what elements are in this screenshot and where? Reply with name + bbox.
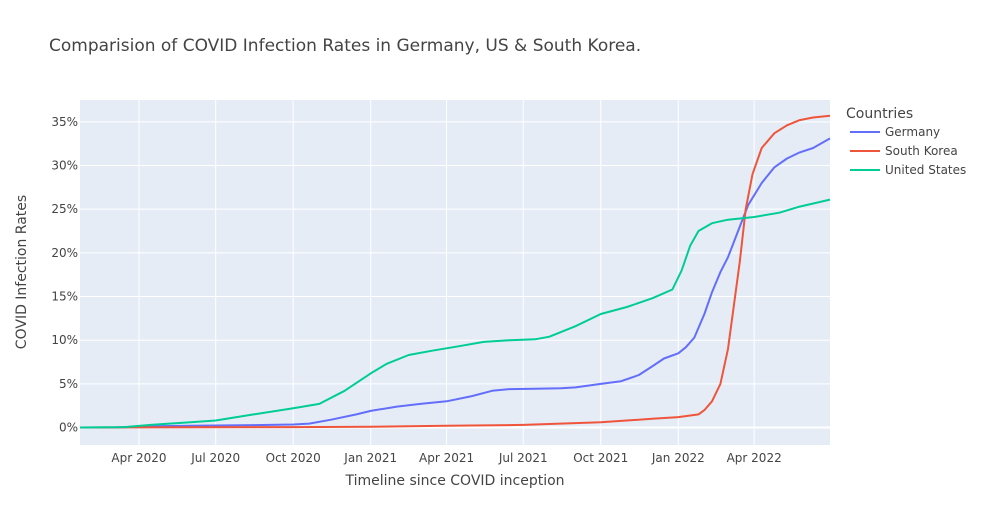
x-tick-label: Oct 2021 [573, 451, 628, 465]
y-tick-label: 30% [51, 159, 78, 173]
x-tick-label: Oct 2020 [266, 451, 321, 465]
y-tick-label: 35% [51, 115, 78, 129]
x-axis-title: Timeline since COVID inception [344, 473, 564, 489]
x-tick-label: Apr 2022 [727, 451, 782, 465]
series-layer [79, 114, 831, 429]
series-line-south-korea [79, 114, 831, 429]
y-axis-ticks: 0% 5% 10% 15% 20% 25% 30% 35% [51, 115, 78, 435]
plot-area [80, 100, 830, 445]
x-tick-label: Jan 2021 [343, 451, 397, 465]
y-tick-label: 10% [51, 333, 78, 347]
legend-item-germany[interactable]: Germany [885, 125, 940, 139]
legend-item-south-korea[interactable]: South Korea [885, 144, 958, 158]
y-tick-label: 15% [51, 290, 78, 304]
x-tick-label: Apr 2020 [111, 451, 166, 465]
y-tick-label: 0% [59, 421, 78, 435]
x-tick-label: Apr 2021 [419, 451, 474, 465]
legend[interactable]: Countries Germany South Korea United State… [846, 106, 966, 177]
y-tick-label: 20% [51, 246, 78, 260]
x-tick-label: Jan 2022 [651, 451, 705, 465]
y-tick-label: 5% [59, 377, 78, 391]
series-line-united-states [79, 198, 831, 429]
chart-title: Comparision of COVID Infection Rates in … [49, 36, 641, 56]
y-axis-title: COVID Infection Rates [14, 195, 30, 349]
y-tick-label: 25% [51, 202, 78, 216]
grid-lines [80, 100, 830, 445]
legend-title: Countries [846, 106, 913, 122]
x-tick-label: Jul 2020 [190, 451, 240, 465]
x-axis-ticks: Apr 2020 Jul 2020 Oct 2020 Jan 2021 Apr 2021… [111, 451, 781, 465]
legend-item-united-states[interactable]: United States [885, 163, 966, 177]
x-tick-label: Jul 2021 [498, 451, 548, 465]
